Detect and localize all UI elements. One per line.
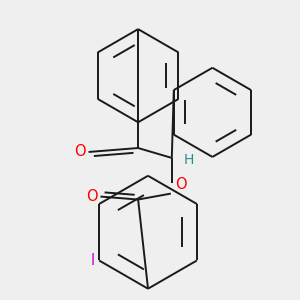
Text: O: O [175,177,186,192]
Text: O: O [74,145,85,160]
Text: I: I [91,253,95,268]
Text: O: O [86,189,98,204]
Text: H: H [184,153,194,167]
